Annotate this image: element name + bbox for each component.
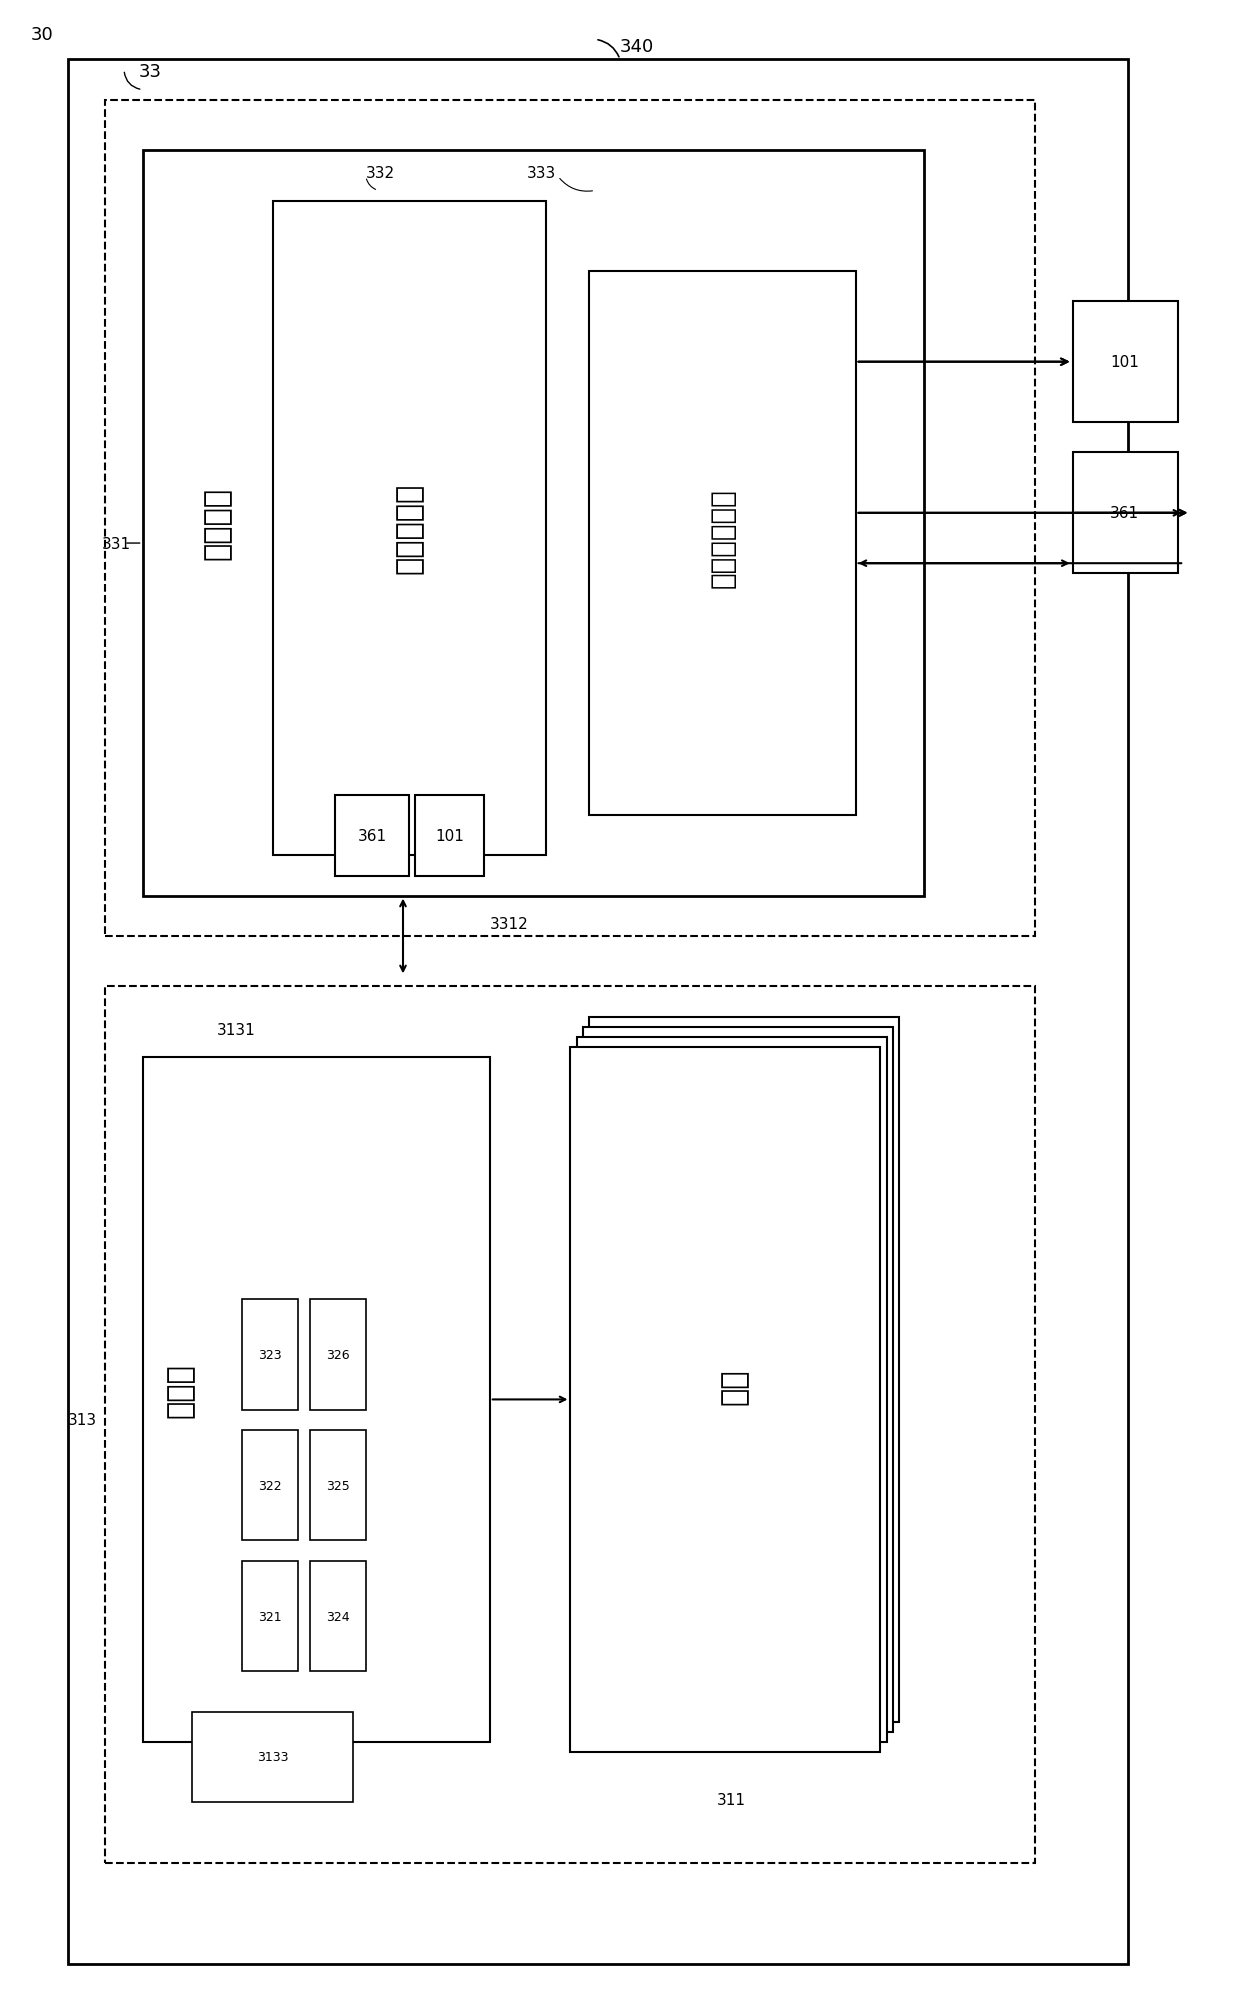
- FancyBboxPatch shape: [589, 272, 856, 816]
- FancyBboxPatch shape: [68, 60, 1128, 1964]
- Text: 311: 311: [717, 1792, 746, 1807]
- Text: 322: 322: [258, 1478, 281, 1492]
- Text: 30: 30: [31, 26, 53, 44]
- Text: 323: 323: [258, 1347, 281, 1361]
- FancyBboxPatch shape: [583, 1027, 893, 1732]
- FancyBboxPatch shape: [589, 1017, 899, 1722]
- Text: 3133: 3133: [257, 1750, 289, 1762]
- Text: 313: 313: [68, 1412, 97, 1428]
- Text: 333: 333: [527, 167, 557, 181]
- Text: 361: 361: [1110, 506, 1140, 522]
- FancyBboxPatch shape: [1073, 453, 1178, 574]
- FancyBboxPatch shape: [105, 987, 1035, 1863]
- FancyBboxPatch shape: [192, 1712, 353, 1803]
- Text: 340: 340: [620, 38, 655, 56]
- Text: 321: 321: [258, 1609, 281, 1623]
- FancyBboxPatch shape: [1073, 302, 1178, 423]
- Text: 3312: 3312: [490, 916, 528, 930]
- Text: 361: 361: [357, 828, 387, 844]
- Text: 嵌入式系统: 嵌入式系统: [394, 481, 424, 574]
- FancyBboxPatch shape: [105, 101, 1035, 937]
- Text: 微处理器: 微处理器: [202, 487, 232, 560]
- FancyBboxPatch shape: [242, 1561, 298, 1672]
- Text: 326: 326: [326, 1347, 350, 1361]
- Text: 332: 332: [366, 167, 394, 181]
- Text: 33: 33: [139, 62, 162, 81]
- FancyBboxPatch shape: [273, 201, 546, 856]
- Text: 101: 101: [1110, 354, 1140, 371]
- Text: 网络通讯组件: 网络通讯组件: [709, 487, 737, 588]
- FancyBboxPatch shape: [143, 151, 924, 896]
- FancyBboxPatch shape: [143, 1057, 490, 1742]
- Text: 331: 331: [102, 536, 130, 552]
- FancyBboxPatch shape: [310, 1430, 366, 1541]
- FancyBboxPatch shape: [310, 1561, 366, 1672]
- Text: 控制器: 控制器: [165, 1361, 195, 1418]
- FancyBboxPatch shape: [242, 1430, 298, 1541]
- FancyBboxPatch shape: [242, 1299, 298, 1410]
- Text: 101: 101: [435, 828, 465, 844]
- Text: 闪存: 闪存: [719, 1368, 749, 1404]
- Text: 324: 324: [326, 1609, 350, 1623]
- FancyBboxPatch shape: [577, 1037, 887, 1742]
- FancyBboxPatch shape: [415, 796, 484, 876]
- FancyBboxPatch shape: [335, 796, 409, 876]
- FancyBboxPatch shape: [570, 1047, 880, 1752]
- Text: 3131: 3131: [217, 1023, 255, 1037]
- FancyBboxPatch shape: [310, 1299, 366, 1410]
- Text: 325: 325: [326, 1478, 350, 1492]
